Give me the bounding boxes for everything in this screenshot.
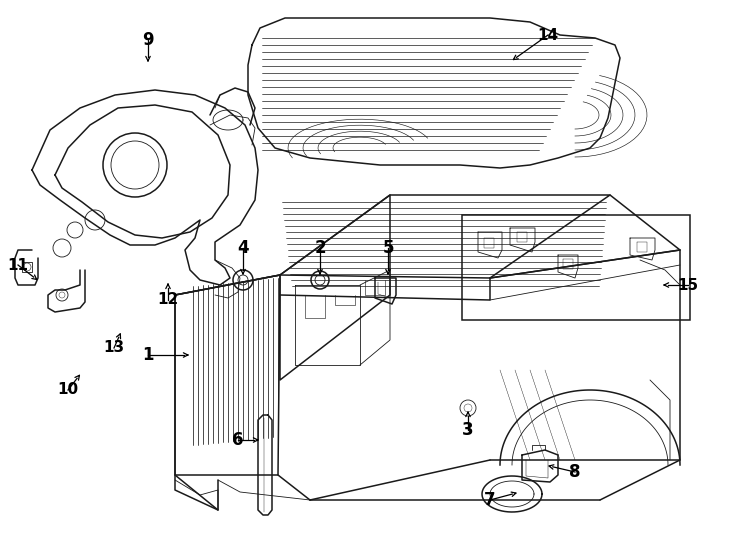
Text: 2: 2 — [314, 239, 326, 257]
Text: 6: 6 — [232, 431, 244, 449]
Text: 10: 10 — [57, 382, 79, 397]
Text: 11: 11 — [7, 258, 29, 273]
Text: 13: 13 — [103, 341, 125, 355]
Text: 5: 5 — [382, 239, 393, 257]
Bar — [462, 215, 690, 320]
Text: 3: 3 — [462, 421, 474, 439]
Text: 4: 4 — [237, 239, 249, 257]
Text: 12: 12 — [157, 293, 178, 307]
Text: 9: 9 — [142, 31, 154, 49]
Text: 7: 7 — [484, 491, 495, 509]
Text: 15: 15 — [677, 278, 699, 293]
Text: 1: 1 — [142, 346, 153, 364]
Text: 14: 14 — [537, 28, 559, 43]
Text: 8: 8 — [570, 463, 581, 481]
